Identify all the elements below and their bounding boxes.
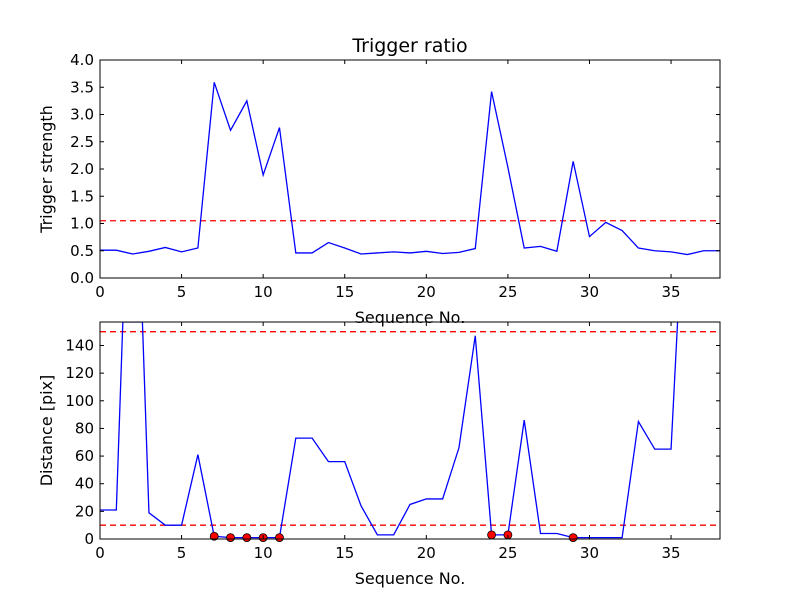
distance-panel: 0 5 10 15 20 25 30 35 0 20 40 60 80 100 120 140 Sequenc… — [37, 321, 721, 588]
x-tick-label: 35 — [662, 544, 681, 562]
trigger-plot-area: 0 5 10 15 20 25 30 35 0.0 0.5 1.0 1.5 2.0 2.5 3.0 3.5 4.… — [70, 51, 721, 301]
x-tick-label: 0 — [95, 544, 105, 562]
x-tick-label: 35 — [662, 283, 681, 301]
y-axis-label: Distance [pix] — [37, 375, 56, 487]
trigger-ratio-panel: Trigger ratio 0 5 10 15 20 25 30 35 0.0 0.5 1.0 1.5… — [37, 35, 721, 327]
x-tick-label: 0 — [95, 283, 105, 301]
x-axis-label: Sequence No. — [355, 308, 466, 327]
data-point-marker — [226, 533, 235, 543]
x-tick-label: 15 — [335, 283, 354, 301]
y-tick-label: 3.0 — [70, 106, 94, 124]
y-axis-label: Trigger strength — [37, 105, 56, 234]
x-tick-label: 20 — [417, 283, 436, 301]
y-tick-label: 1.0 — [70, 215, 94, 233]
x-axis-label: Sequence No. — [355, 569, 466, 588]
data-point-marker — [568, 533, 578, 543]
x-tick-label: 10 — [254, 544, 273, 562]
x-tick-label: 15 — [335, 544, 354, 562]
y-tick-label: 2.0 — [70, 160, 94, 178]
series-line — [100, 322, 679, 539]
y-tick-label: 120 — [65, 364, 94, 382]
x-tick-label: 25 — [498, 544, 517, 562]
axes-frame — [99, 321, 721, 540]
y-tick-label: 60 — [75, 447, 94, 465]
x-tick-label: 30 — [580, 283, 599, 301]
series-line — [100, 82, 720, 256]
data-point-marker — [242, 533, 252, 543]
distance-plot-area: 0 5 10 15 20 25 30 35 0 20 40 60 80 100 120 140 — [65, 321, 721, 562]
y-tick-label: 40 — [75, 475, 94, 493]
y-tick-label: 2.5 — [70, 133, 94, 151]
y-tick-label: 4.0 — [70, 51, 94, 69]
data-point-marker — [209, 531, 219, 541]
y-tick-label: 0.5 — [70, 242, 94, 260]
data-point-marker — [487, 530, 496, 540]
data-point-marker — [275, 533, 284, 543]
chart-title: Trigger ratio — [351, 35, 467, 57]
y-tick-label: 0 — [84, 530, 94, 548]
y-tick-label: 1.5 — [70, 187, 94, 205]
x-tick-label: 20 — [417, 544, 436, 562]
x-tick-label: 5 — [177, 283, 187, 301]
y-tick-label: 80 — [75, 419, 94, 437]
x-tick-label: 25 — [498, 283, 517, 301]
y-tick-label: 3.5 — [70, 78, 94, 96]
y-tick-label: 0.0 — [70, 269, 94, 287]
y-tick-label: 20 — [75, 502, 94, 520]
x-tick-label: 30 — [580, 544, 599, 562]
y-tick-label: 100 — [65, 392, 94, 410]
x-tick-label: 10 — [254, 283, 273, 301]
y-tick-label: 140 — [65, 336, 94, 354]
x-tick-label: 5 — [177, 544, 187, 562]
